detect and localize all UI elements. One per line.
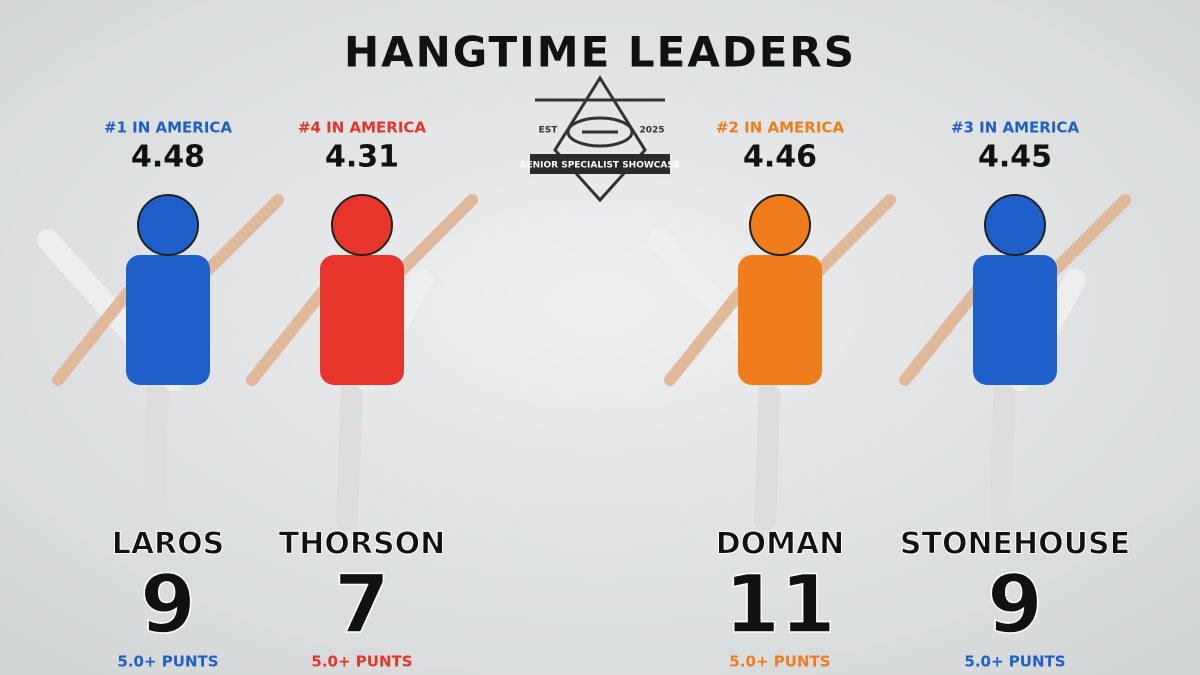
punt-count: 11 xyxy=(724,558,835,651)
helmet xyxy=(984,194,1046,256)
jersey xyxy=(126,255,210,385)
arm xyxy=(386,194,478,286)
player-name: THORSON xyxy=(279,527,445,562)
hangtime: 4.48 xyxy=(131,140,205,175)
arm xyxy=(192,194,284,286)
arm xyxy=(1039,194,1131,286)
count-label: 5.0+ PUNTS xyxy=(964,653,1065,671)
player-figure xyxy=(649,194,896,531)
hangtime: 4.31 xyxy=(325,140,399,175)
rank: #3 IN AMERICA xyxy=(951,119,1080,137)
count-label: 5.0+ PUNTS xyxy=(117,653,218,671)
logo-name: SENIOR SPECIALIST SHOWCASE xyxy=(520,161,680,171)
leg xyxy=(336,369,363,531)
player-name: LAROS xyxy=(112,527,225,562)
player-figure xyxy=(37,194,284,531)
rank: #4 IN AMERICA xyxy=(298,119,427,137)
arm xyxy=(899,274,991,386)
jersey xyxy=(973,255,1057,385)
helmet xyxy=(137,194,199,256)
rank: #2 IN AMERICA xyxy=(716,119,845,137)
count-label: 5.0+ PUNTS xyxy=(729,653,830,671)
title: HANGTIME LEADERS xyxy=(344,28,856,77)
count-label: 5.0+ PUNTS xyxy=(311,653,412,671)
jersey xyxy=(320,255,404,385)
player-name: STONEHOUSE xyxy=(900,527,1130,562)
logo-year: 2025 xyxy=(639,126,664,136)
helmet xyxy=(749,194,811,256)
logo-banner xyxy=(530,154,670,174)
player-figure xyxy=(899,194,1131,531)
player-name: DOMAN xyxy=(716,527,845,562)
helmet xyxy=(331,194,393,256)
logo-est: EST xyxy=(539,126,559,136)
hangtime: 4.45 xyxy=(978,140,1052,175)
arm xyxy=(664,274,756,386)
punt-count: 9 xyxy=(140,558,196,651)
leg xyxy=(989,369,1016,531)
leg xyxy=(142,369,169,531)
punt-count: 7 xyxy=(334,558,390,651)
rank: #1 IN AMERICA xyxy=(104,119,233,137)
logo xyxy=(535,75,665,203)
punt-count: 9 xyxy=(987,558,1043,651)
arm xyxy=(804,194,896,286)
logo-ball xyxy=(566,116,634,148)
arm xyxy=(52,274,144,386)
jersey xyxy=(738,255,822,385)
arm xyxy=(246,274,338,386)
player-figure xyxy=(246,194,478,531)
leg xyxy=(754,369,781,531)
hangtime: 4.46 xyxy=(743,140,817,175)
